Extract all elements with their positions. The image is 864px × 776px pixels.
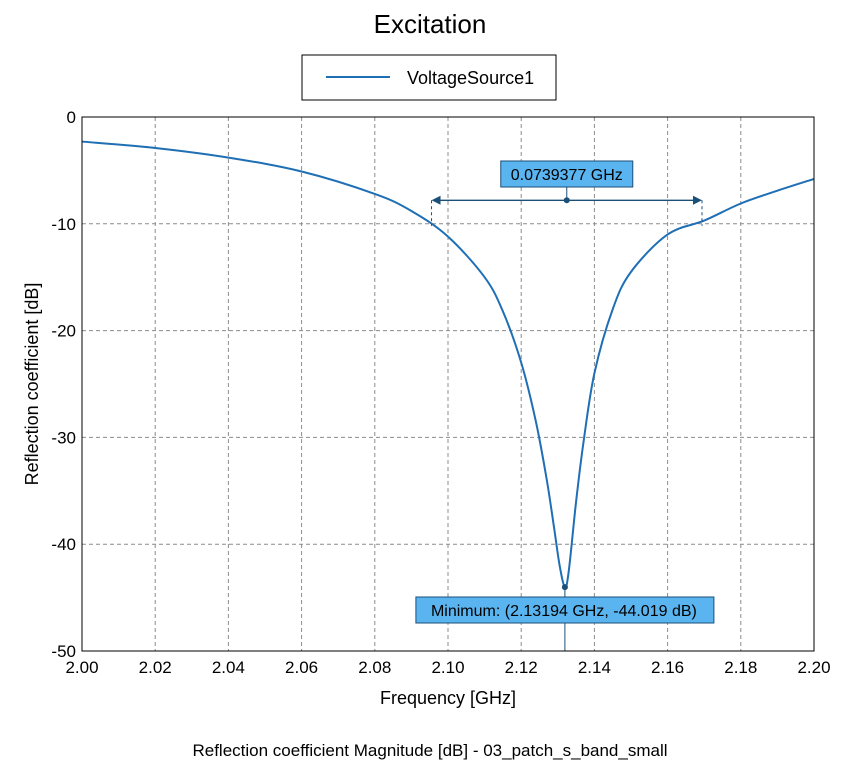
series-line (81, 140, 815, 589)
x-tick-label: 2.08 (358, 658, 391, 677)
annotation-layer: Minimum: (2.13194 GHz, -44.019 dB) 0.0739… (415, 160, 715, 651)
x-tick-label: 2.04 (212, 658, 245, 677)
bandwidth-arrowhead-left (431, 195, 441, 205)
x-tick-label: 2.20 (797, 658, 830, 677)
chart-caption: Reflection coefficient Magnitude [dB] - … (192, 741, 667, 760)
x-tick-label: 2.16 (651, 658, 684, 677)
x-tick-label: 2.06 (285, 658, 318, 677)
x-tick-label: 2.12 (505, 658, 538, 677)
y-tick-label: -30 (51, 428, 76, 447)
tick-labels: 2.00 2.02 2.04 2.06 2.08 2.10 2.12 2.14 2.16 2.18… (51, 108, 830, 677)
bandwidth-arrowhead-right (693, 195, 703, 205)
minimum-label-box (415, 596, 715, 624)
x-tick-label: 2.00 (65, 658, 98, 677)
x-axis-label: Frequency [GHz] (380, 688, 516, 708)
y-tick-label: -20 (51, 322, 76, 341)
x-tick-label: 2.02 (139, 658, 172, 677)
y-tick-label: -50 (51, 642, 76, 661)
chart-title: Excitation (374, 9, 487, 39)
minimum-marker (561, 584, 568, 591)
bandwidth-label: 0.0739377 GHz (511, 167, 623, 184)
bandwidth-label-box (500, 160, 634, 188)
grid (82, 117, 814, 651)
legend: VoltageSource1 (301, 54, 557, 101)
minimum-label: Minimum: (2.13194 GHz, -44.019 dB) (431, 603, 697, 620)
x-tick-label: 2.10 (431, 658, 464, 677)
y-axis-label: Reflection coefficient [dB] (22, 283, 42, 486)
plot-frame (81, 116, 815, 652)
series-layer (81, 140, 815, 589)
bandwidth-center-marker (563, 197, 570, 204)
y-tick-label: 0 (67, 108, 76, 127)
legend-label: VoltageSource1 (407, 68, 534, 88)
y-tick-label: -10 (51, 215, 76, 234)
x-tick-label: 2.14 (578, 658, 611, 677)
y-tick-label: -40 (51, 535, 76, 554)
x-tick-label: 2.18 (724, 658, 757, 677)
